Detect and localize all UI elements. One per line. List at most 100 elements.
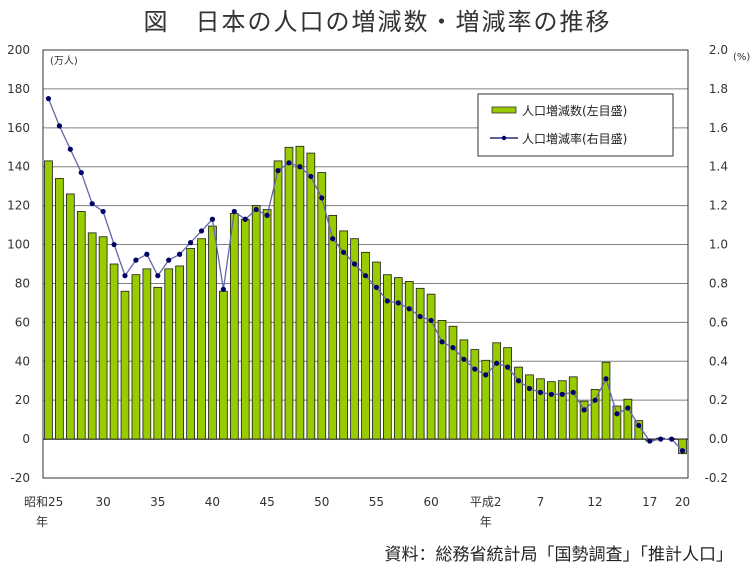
right-tick-label: 0.4 bbox=[709, 354, 728, 368]
line-marker bbox=[581, 407, 587, 413]
legend: 人口増減数(左目盛) 人口増減率(右目盛) bbox=[477, 93, 674, 157]
x-tick-label: 昭和25 bbox=[24, 495, 63, 509]
bar bbox=[601, 361, 611, 440]
x-tick-label: 30 bbox=[95, 495, 110, 509]
left-tick-label: 200 bbox=[7, 43, 30, 57]
bar bbox=[612, 405, 622, 440]
line-marker bbox=[133, 257, 139, 263]
legend-line-marker bbox=[501, 135, 507, 141]
x-tick-label: 20 bbox=[675, 495, 690, 509]
bar bbox=[317, 172, 327, 440]
bar bbox=[426, 293, 436, 440]
bar bbox=[393, 277, 403, 440]
bar bbox=[251, 205, 261, 440]
bar bbox=[525, 374, 534, 440]
line-marker bbox=[679, 448, 686, 454]
line-marker bbox=[56, 123, 62, 129]
right-tick-label: 1.6 bbox=[709, 121, 728, 135]
bar bbox=[568, 376, 578, 440]
bar bbox=[470, 349, 480, 440]
left-tick-label: 40 bbox=[15, 354, 30, 368]
line-marker bbox=[461, 356, 467, 362]
bar bbox=[197, 238, 206, 440]
right-tick-label: 1.4 bbox=[709, 160, 728, 174]
right-tick-label: 1.0 bbox=[709, 238, 728, 252]
bar bbox=[503, 347, 512, 440]
left-axis-unit: (万人) bbox=[50, 55, 78, 67]
x-tick-label: 12 bbox=[587, 495, 602, 509]
bar bbox=[186, 248, 195, 440]
line-marker bbox=[78, 169, 84, 176]
bar bbox=[164, 268, 174, 440]
bar bbox=[76, 211, 86, 440]
line-marker bbox=[330, 236, 336, 242]
line-marker bbox=[67, 146, 73, 152]
bar bbox=[295, 145, 305, 440]
bar bbox=[547, 381, 556, 440]
line-marker bbox=[45, 96, 52, 102]
line-marker bbox=[417, 313, 423, 320]
legend-line-label: 人口増減率(右目盛) bbox=[522, 131, 627, 146]
line-marker bbox=[373, 284, 380, 290]
x-axis: 昭和25 年 30 35 40 45 50 55 60 平成2 年 7 12 17 20 bbox=[24, 495, 690, 529]
x-tick-label: 17 bbox=[642, 495, 657, 509]
bar bbox=[492, 342, 502, 440]
bar bbox=[459, 339, 469, 440]
right-tick-label: 0.6 bbox=[709, 315, 728, 329]
bar bbox=[240, 218, 250, 440]
line-marker bbox=[231, 208, 237, 215]
line-marker bbox=[264, 212, 270, 218]
bar bbox=[328, 214, 338, 440]
line-marker bbox=[362, 273, 369, 279]
line-marker bbox=[614, 411, 620, 417]
line-marker bbox=[647, 438, 653, 444]
x-tick-label: 40 bbox=[205, 495, 220, 509]
left-tick-label: 60 bbox=[15, 315, 30, 329]
legend-box bbox=[477, 93, 674, 157]
bar bbox=[120, 290, 130, 440]
bar bbox=[142, 268, 152, 440]
right-tick-label: 1.2 bbox=[709, 199, 728, 213]
bar bbox=[208, 225, 217, 440]
right-tick-label: 1.8 bbox=[709, 82, 728, 96]
x-tick-label: 55 bbox=[369, 495, 384, 509]
line-marker bbox=[537, 389, 544, 395]
line-marker bbox=[428, 317, 434, 324]
left-tick-label: -20 bbox=[10, 471, 30, 485]
line-marker bbox=[395, 300, 401, 306]
plot-area bbox=[42, 49, 689, 479]
x-tick-label: 50 bbox=[314, 495, 329, 509]
bar-series bbox=[44, 145, 687, 455]
right-tick-label: -0.2 bbox=[705, 471, 728, 485]
line-marker bbox=[603, 376, 609, 382]
x-tick-label: 7 bbox=[537, 495, 545, 509]
chart-title: 図 日本の人口の増減数・増減率の推移 bbox=[143, 8, 612, 36]
bar bbox=[44, 160, 53, 440]
bar bbox=[65, 193, 75, 440]
left-tick-label: 180 bbox=[7, 82, 30, 96]
bar bbox=[448, 325, 458, 440]
line-marker bbox=[494, 360, 500, 366]
left-tick-label: 140 bbox=[7, 160, 30, 174]
left-tick-label: 80 bbox=[15, 276, 30, 290]
x-tick-sublabel: 年 bbox=[36, 515, 48, 529]
right-tick-label: 0.8 bbox=[709, 276, 728, 290]
line-marker bbox=[526, 385, 533, 392]
bar bbox=[361, 251, 370, 440]
line-marker bbox=[187, 240, 194, 246]
right-axis: 2.0 1.8 1.6 1.4 1.2 1.0 0.8 0.6 0.4 0.2 0.0 -0.2 bbox=[705, 43, 728, 485]
line-marker bbox=[592, 397, 598, 403]
bar bbox=[284, 146, 294, 440]
line-marker bbox=[220, 286, 226, 292]
right-axis-unit: (%) bbox=[733, 52, 750, 63]
bar bbox=[536, 378, 545, 440]
line-marker bbox=[242, 216, 248, 222]
line-marker bbox=[636, 422, 642, 429]
line-marker bbox=[89, 201, 95, 207]
right-tick-label: 0.2 bbox=[709, 393, 728, 407]
line-marker bbox=[177, 251, 183, 257]
bar bbox=[262, 209, 272, 440]
bar bbox=[229, 213, 239, 440]
